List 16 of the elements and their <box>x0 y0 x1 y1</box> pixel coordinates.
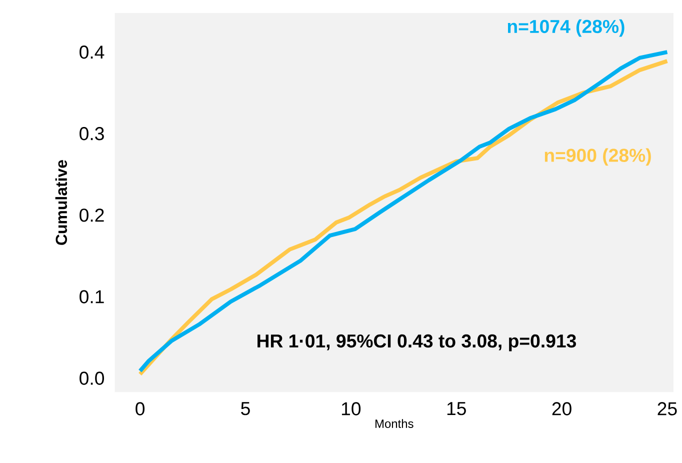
y-tick-label: 0.2 <box>80 208 104 222</box>
x-tick-label: 15 <box>447 402 466 416</box>
x-tick-label: 25 <box>658 402 677 416</box>
x-tick-label: 20 <box>552 402 572 416</box>
x-tick-label: 5 <box>241 402 250 416</box>
y-tick-label: 0.3 <box>80 127 104 140</box>
x-axis-title: Months <box>375 419 414 428</box>
annotation: HR 1·01, 95%CI 0.43 to 3.08, p=0.913 <box>258 334 576 352</box>
y-tick-label: 0.4 <box>80 46 104 59</box>
x-tick-label: 10 <box>342 402 361 416</box>
x-tick-label: 0 <box>136 402 145 416</box>
y-tick-label: 0.0 <box>80 372 104 385</box>
series-label: n=1074 (28%) <box>508 19 624 37</box>
y-tick-label: 0.1 <box>80 290 104 304</box>
series-label: n=900 (28%) <box>544 148 651 166</box>
y-axis-title: Cumulative <box>55 160 68 245</box>
